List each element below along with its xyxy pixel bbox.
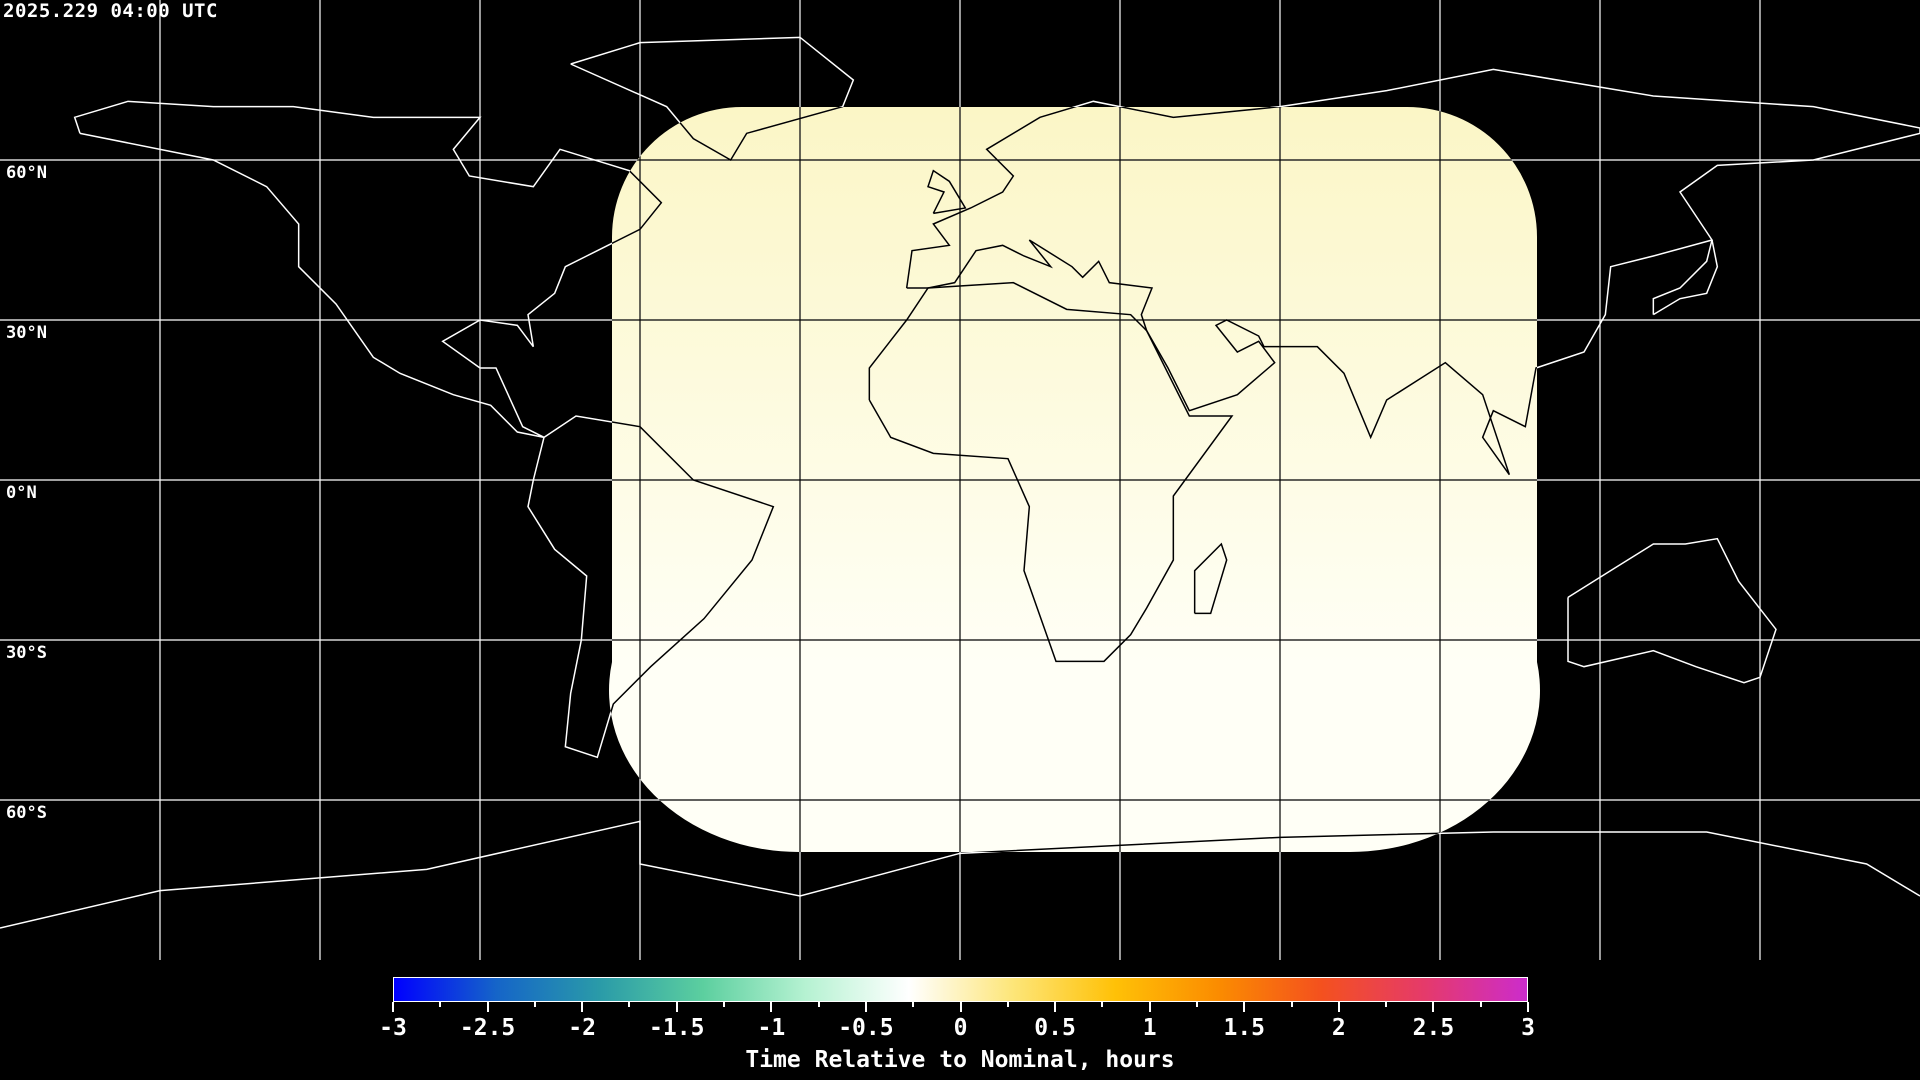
colorbar-tick-label: 1.5 [1223, 1015, 1266, 1041]
colorbar-major-tick [864, 1002, 867, 1012]
colorbar-tick-label: -1.5 [649, 1015, 705, 1041]
lat-label-30n: 30°N [6, 323, 47, 343]
coastline-japan [1652, 239, 1719, 316]
coastline-madagascar [1193, 542, 1228, 615]
colorbar [393, 977, 1528, 1002]
colorbar-minor-tick [439, 1002, 442, 1007]
colorbar-tick-label: 0 [953, 1015, 968, 1041]
coastline-australia [1568, 539, 1776, 683]
colorbar-tick-label: -2 [568, 1015, 597, 1041]
colorbar-tick-label: -1 [757, 1015, 786, 1041]
colorbar-tick-label: 1 [1142, 1015, 1157, 1041]
lat-label-30s: 30°S [6, 643, 47, 663]
coastline-uk [927, 169, 967, 215]
colorbar-major-tick [1337, 1002, 1340, 1012]
colorbar-major-tick [486, 1002, 489, 1012]
colorbar-major-tick [1054, 1002, 1057, 1012]
colorbar-minor-tick [1385, 1002, 1388, 1007]
colorbar-minor-tick [628, 1002, 631, 1007]
colorbar-minor-tick [1479, 1002, 1482, 1007]
colorbar-major-tick [1432, 1002, 1435, 1012]
colorbar-minor-tick [1290, 1002, 1293, 1007]
colorbar-minor-tick [723, 1002, 726, 1007]
colorbar-label: Time Relative to Nominal, hours [745, 1047, 1175, 1073]
coastline-japan [1653, 240, 1717, 315]
colorbar-tick-label: -2.5 [459, 1015, 516, 1041]
colorbar-minor-tick [912, 1002, 915, 1007]
graticule-in-coverage [0, 0, 1920, 960]
coastline-antarctica [0, 820, 1920, 929]
colorbar-major-tick [675, 1002, 678, 1012]
colorbar-major-tick [770, 1002, 773, 1012]
colorbar-major-tick [392, 1002, 394, 1012]
colorbar-minor-tick [817, 1002, 820, 1007]
coastline-north-america [73, 100, 663, 439]
colorbar-major-tick [1527, 1002, 1529, 1012]
colorbar-major-tick [959, 1002, 962, 1012]
colorbar-minor-tick [1195, 1002, 1198, 1007]
colorbar-tick-label: 0.5 [1034, 1015, 1076, 1041]
lat-label-0n: 0°N [6, 483, 37, 503]
coastline-africa [868, 281, 1234, 663]
coastline-north-america [609, 107, 663, 439]
timestamp-title: 2025.229 04:00 UTC [3, 0, 218, 22]
lat-label-60n: 60°N [6, 163, 47, 183]
world-map [0, 0, 1920, 960]
coastline-south-america [609, 415, 775, 759]
colorbar-tick-label: 3 [1521, 1015, 1535, 1041]
lat-label-60s: 60°S [6, 803, 47, 823]
colorbar-tick-label: 2 [1331, 1015, 1346, 1041]
colorbar-tick-label: -3 [379, 1015, 407, 1041]
colorbar-major-tick [1148, 1002, 1151, 1012]
coastline-eurasia [905, 107, 1540, 476]
colorbar-major-tick [581, 1002, 584, 1012]
colorbar-minor-tick [533, 1002, 536, 1007]
colorbar-minor-tick [1101, 1002, 1104, 1007]
colorbar-minor-tick [1006, 1002, 1009, 1007]
coastline-australia [1567, 537, 1777, 684]
colorbar-tick-label: -0.5 [838, 1015, 894, 1041]
colorbar-tick-label: 2.5 [1412, 1015, 1455, 1041]
colorbar-major-tick [1243, 1002, 1246, 1012]
